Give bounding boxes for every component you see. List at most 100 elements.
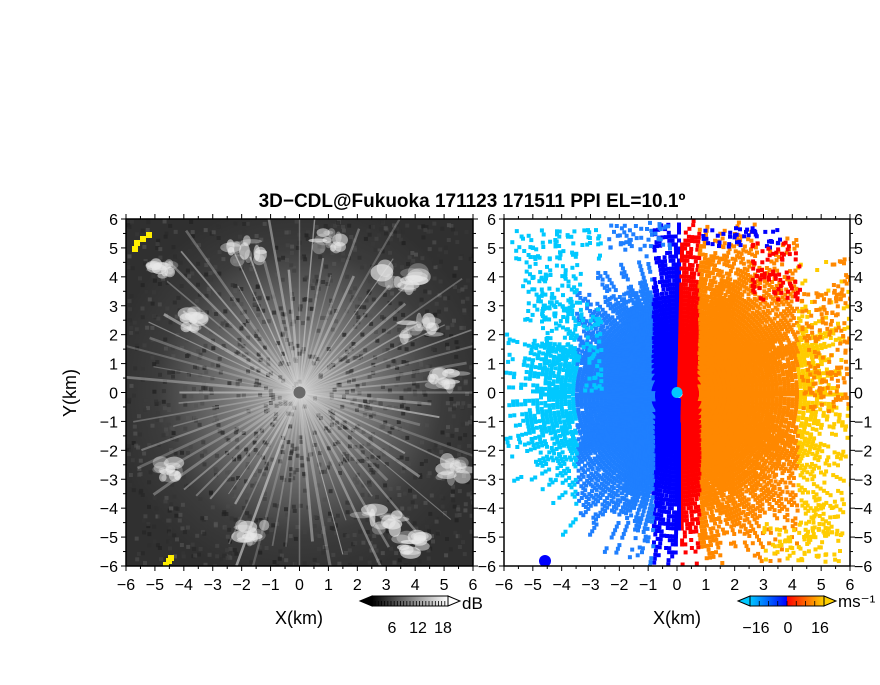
intensity-speckle	[137, 552, 141, 556]
intensity-speckle	[138, 276, 142, 280]
velocity-pixel	[644, 522, 648, 526]
intensity-speckle	[227, 528, 231, 532]
velocity-pixel	[667, 518, 671, 522]
intensity-speckle	[305, 276, 309, 280]
intensity-speckle	[359, 556, 363, 560]
intensity-speckle	[361, 541, 365, 545]
intensity-speckle	[463, 552, 467, 556]
velocity-pixel	[659, 533, 663, 537]
intensity-speckle	[162, 433, 166, 437]
intensity-speckle	[197, 553, 201, 557]
intensity-speckle	[169, 320, 173, 324]
velocity-pixel	[707, 552, 711, 556]
intensity-speckle	[440, 227, 444, 231]
intensity-speckle	[163, 406, 167, 410]
intensity-speckle	[466, 279, 470, 283]
intensity-speckle	[143, 343, 147, 347]
intensity-speckle	[421, 235, 425, 239]
intensity-speckle	[176, 417, 180, 421]
intensity-speckle	[461, 540, 465, 544]
intensity-speckle	[313, 558, 317, 562]
intensity-speckle	[163, 220, 167, 224]
intensity-speckle	[362, 305, 366, 309]
velocity-pixel	[649, 560, 653, 564]
x-tick-label: −6	[117, 577, 135, 594]
intensity-speckle	[388, 251, 392, 255]
velocity-pixel	[718, 520, 722, 524]
velocity-pixel	[720, 494, 724, 498]
intensity-speckle	[238, 235, 242, 239]
intensity-speckle	[198, 423, 202, 427]
intensity-speckle	[234, 278, 238, 282]
intensity-speckle	[168, 224, 172, 228]
intensity-speckle	[222, 554, 226, 558]
velocity-pixel	[734, 544, 738, 548]
intensity-speckle	[411, 259, 415, 263]
intensity-speckle	[214, 522, 218, 526]
intensity-speckle	[446, 401, 450, 405]
velocity-pixel	[778, 509, 782, 513]
velocity-pixel	[819, 471, 823, 475]
intensity-speckle	[141, 493, 145, 497]
intensity-speckle	[353, 533, 357, 537]
intensity-speckle	[158, 302, 162, 306]
intensity-speckle	[341, 252, 345, 256]
intensity-speckle	[465, 230, 469, 234]
intensity-speckle	[380, 425, 384, 429]
velocity-pixel	[641, 513, 645, 517]
velocity-pixel	[647, 511, 651, 515]
velocity-pixel	[795, 541, 799, 545]
intensity-cloud	[335, 232, 341, 244]
intensity-speckle	[200, 402, 204, 406]
intensity-speckle	[311, 286, 315, 290]
intensity-speckle	[361, 493, 365, 497]
velocity-pixel	[690, 514, 694, 518]
intensity-speckle	[234, 552, 238, 556]
intensity-speckle	[401, 230, 405, 234]
velocity-pixel	[747, 534, 751, 538]
intensity-speckle	[458, 436, 462, 440]
intensity-speckle	[204, 395, 208, 399]
intensity-speckle	[292, 505, 296, 509]
intensity-speckle	[208, 553, 212, 557]
intensity-speckle	[390, 344, 394, 348]
velocity-pixel	[773, 508, 777, 512]
intensity-speckle	[416, 385, 420, 389]
intensity-speckle	[393, 561, 397, 565]
intensity-speckle	[180, 543, 184, 547]
intensity-saturation-pixel	[134, 240, 140, 246]
intensity-speckle	[183, 386, 187, 390]
intensity-speckle	[203, 462, 207, 466]
velocity-pixel	[696, 545, 700, 549]
velocity-pixel	[773, 537, 777, 541]
intensity-speckle	[438, 264, 442, 268]
intensity-speckle	[301, 321, 305, 325]
intensity-speckle	[443, 296, 447, 300]
intensity-speckle	[445, 537, 449, 541]
intensity-cloud	[455, 457, 469, 469]
velocity-pixel	[816, 458, 820, 462]
intensity-speckle	[188, 249, 192, 253]
y-tick-label: 6	[109, 212, 118, 229]
velocity-pixel	[799, 424, 803, 428]
velocity-pixel	[667, 550, 671, 554]
intensity-speckle	[441, 505, 445, 509]
velocity-pixel	[652, 524, 656, 528]
intensity-speckle	[218, 357, 222, 361]
y-tick-label: −2	[100, 443, 118, 460]
intensity-speckle	[156, 242, 160, 246]
velocity-pixel	[720, 561, 724, 565]
intensity-speckle	[368, 279, 372, 283]
intensity-speckle	[178, 519, 182, 523]
intensity-speckle	[459, 256, 463, 260]
intensity-speckle	[458, 489, 462, 493]
intensity-speckle	[369, 313, 373, 317]
intensity-speckle	[412, 374, 416, 378]
velocity-pixel	[689, 538, 693, 542]
intensity-speckle	[209, 278, 213, 282]
velocity-pixel	[785, 508, 789, 512]
intensity-speckle	[426, 238, 430, 242]
intensity-speckle	[186, 374, 190, 378]
intensity-speckle	[463, 508, 467, 512]
intensity-speckle	[413, 521, 417, 525]
